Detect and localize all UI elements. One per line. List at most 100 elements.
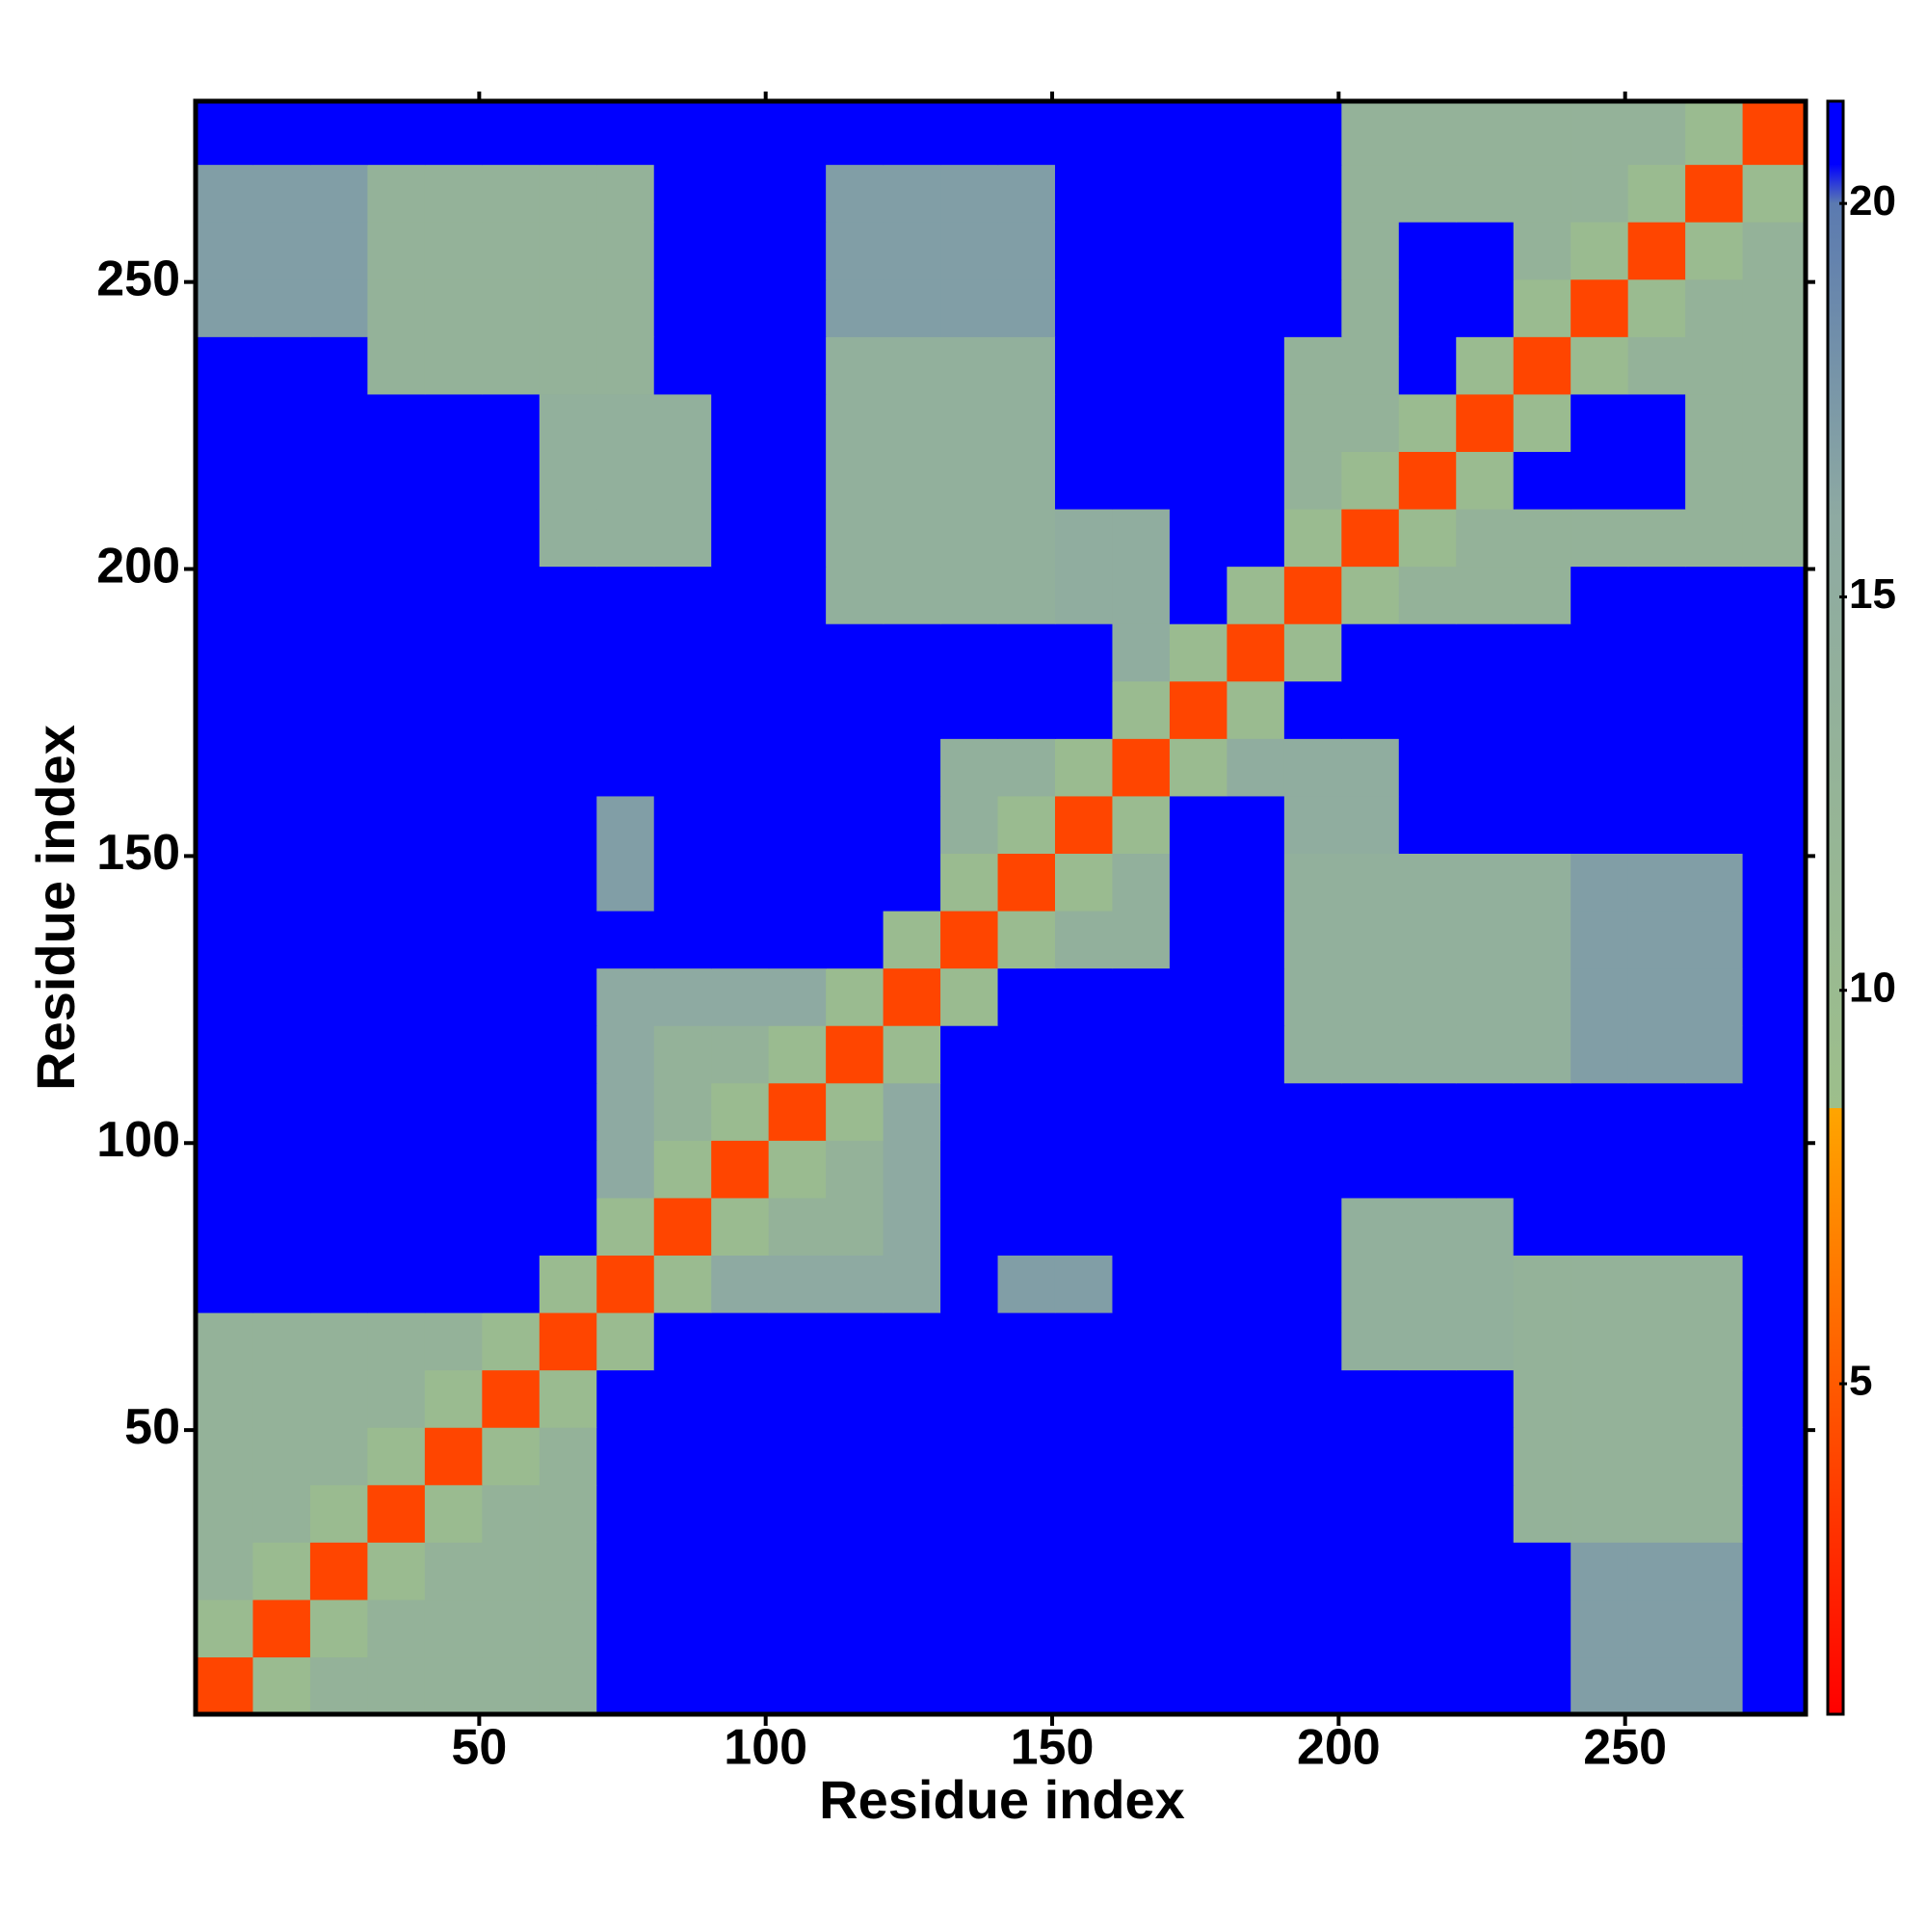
heatmap-cell [1169,1427,1227,1486]
heatmap-cell [196,1025,254,1084]
heatmap-cell [826,1197,884,1257]
heatmap-cell [940,795,999,855]
heatmap-cell [883,1599,941,1658]
heatmap-cell [1341,1369,1400,1428]
heatmap-cell [1398,853,1457,912]
heatmap-cell [1742,967,1807,1026]
heatmap-cell [997,1542,1056,1601]
heatmap-cell [711,795,770,855]
heatmap-cell [1054,738,1114,797]
heatmap-cell [997,738,1056,797]
heatmap-cell [1398,222,1457,280]
plot-frame [193,98,1808,1717]
heatmap-cell [1283,508,1342,568]
heatmap-cell [539,451,597,510]
heatmap-cell [539,910,597,969]
heatmap-cell [1341,967,1400,1026]
heatmap-cell [196,393,254,452]
heatmap-cell [1112,451,1171,510]
heatmap-cell [539,1656,597,1715]
heatmap-cell [482,101,541,166]
heatmap-cell [826,853,884,912]
heatmap-cell [1398,795,1457,855]
heatmap-cell [309,1656,368,1715]
heatmap-cell [309,1197,368,1257]
heatmap-cell [1283,164,1342,223]
heatmap-cell [252,623,311,682]
heatmap-cell [1169,910,1227,969]
heatmap-cell [367,1656,426,1715]
heatmap-cell [826,1311,884,1371]
heatmap-cell [768,853,827,912]
heatmap-cell [1456,508,1515,568]
heatmap-cell [309,1484,368,1543]
heatmap-cell [1169,1255,1227,1313]
heatmap-cell [1341,1311,1400,1371]
heatmap-cell [1227,1427,1285,1486]
heatmap-cell [1227,1369,1285,1428]
heatmap-cell [1341,393,1400,452]
heatmap-cell [940,222,999,280]
heatmap-cell [1054,1484,1114,1543]
heatmap-cell [424,1542,483,1601]
heatmap-cell [883,1025,941,1084]
heatmap-cell [1169,1542,1227,1601]
heatmap-cell [482,680,541,739]
heatmap-cell [596,1542,655,1601]
heatmap-cell [539,508,597,568]
heatmap-cell [997,1427,1056,1486]
heatmap-cell [826,967,884,1026]
heatmap-cell [1456,101,1515,166]
heatmap-cell [653,1025,712,1084]
heatmap-cell [1169,393,1227,452]
heatmap-cell [1456,1656,1515,1715]
heatmap-cell [1398,508,1457,568]
heatmap-cell [1341,222,1400,280]
heatmap-cell [1398,738,1457,797]
heatmap-cell [482,278,541,337]
heatmap-cell [1571,1197,1629,1257]
heatmap-cell [768,393,827,452]
heatmap-cell [367,853,426,912]
heatmap-cell [940,101,999,166]
heatmap-cell [252,680,311,739]
heatmap-cell [252,164,311,223]
heatmap-cell [252,795,311,855]
heatmap-cell [482,1140,541,1199]
heatmap-cell [711,566,770,624]
heatmap-cell [1341,164,1400,223]
heatmap-cell [768,795,827,855]
heatmap-cell [653,278,712,337]
heatmap-cell [1627,853,1686,912]
heatmap-cell [482,910,541,969]
heatmap-cell [711,1656,770,1715]
heatmap-cell [997,853,1056,912]
heatmap-cell [367,1599,426,1658]
heatmap-cell [1685,853,1744,912]
heatmap-cell [1571,967,1629,1026]
heatmap-cell [1054,910,1114,969]
heatmap-cell [1341,1255,1400,1313]
heatmap-cell [997,1082,1056,1141]
heatmap-cell [1112,1311,1171,1371]
heatmap-cell [1227,795,1285,855]
heatmap-cell [596,508,655,568]
heatmap-cell [711,967,770,1026]
heatmap-cell [997,795,1056,855]
heatmap-cell [826,738,884,797]
heatmap-cell [1112,164,1171,223]
heatmap-cell [196,164,254,223]
heatmap-cell [826,1369,884,1428]
heatmap-cell [1112,910,1171,969]
heatmap-cell [482,1599,541,1658]
heatmap-cell [1283,566,1342,624]
heatmap-cell [1627,101,1686,166]
heatmap-cell [940,1542,999,1601]
heatmap-cell [653,967,712,1026]
x-tick-label: 200 [1297,1720,1381,1776]
heatmap-cell [1513,393,1571,452]
heatmap-cell [309,1542,368,1601]
heatmap-cell [883,566,941,624]
heatmap-cell [1112,1197,1171,1257]
heatmap-cell [1169,1484,1227,1543]
